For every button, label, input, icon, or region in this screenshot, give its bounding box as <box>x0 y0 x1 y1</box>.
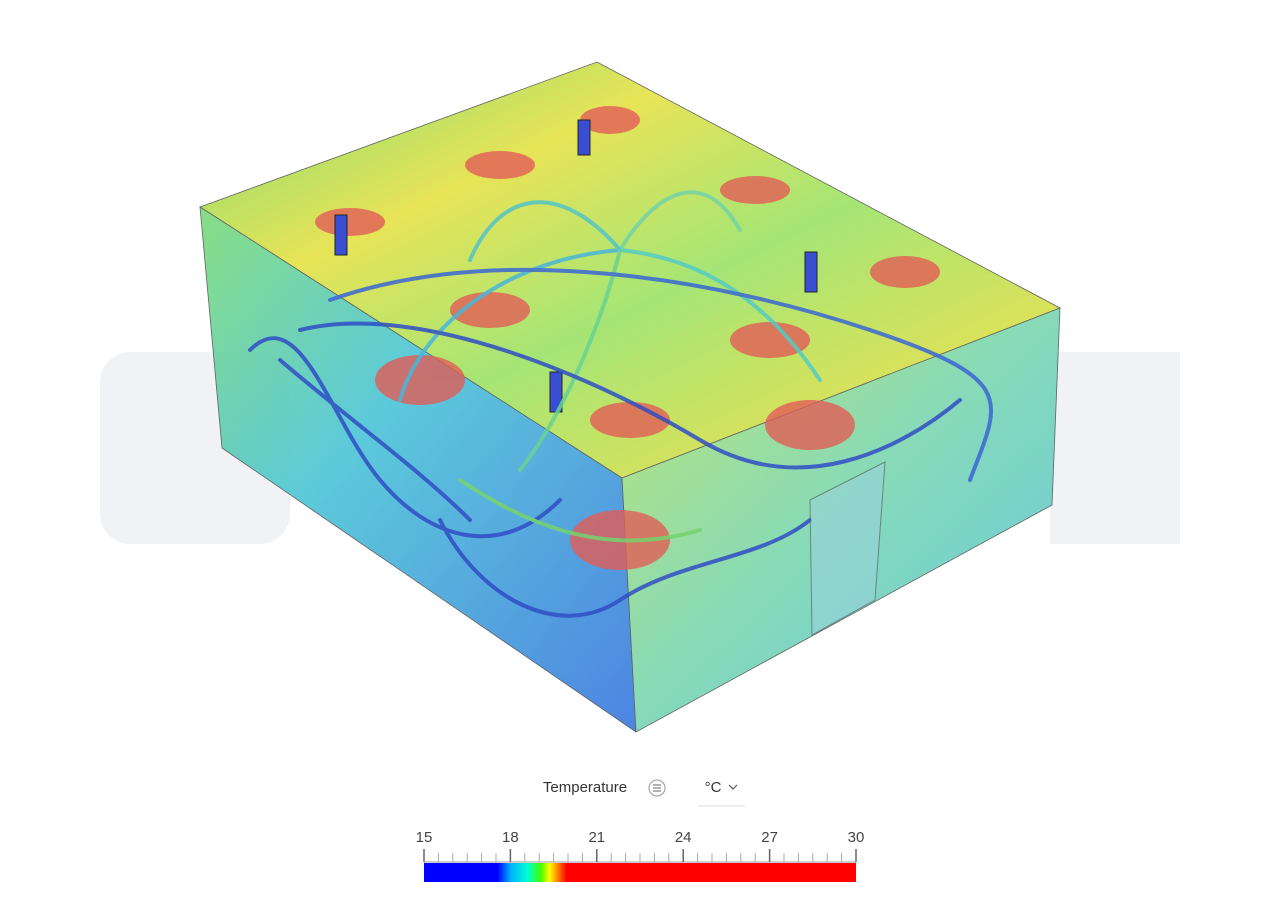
model <box>199 61 1061 733</box>
scale-ticks: 15 18 21 24 27 30 <box>416 829 865 862</box>
tick-label: 24 <box>675 829 692 846</box>
unit-dropdown[interactable]: °C <box>698 779 745 807</box>
tick-label: 15 <box>416 829 433 846</box>
legend-title: Temperature <box>543 779 627 796</box>
tick-label: 18 <box>502 829 519 846</box>
unit-label: °C <box>705 779 722 796</box>
tick-label: 21 <box>588 829 605 846</box>
info-button[interactable] <box>648 779 666 797</box>
color-bar <box>424 863 856 882</box>
tick-label: 27 <box>761 829 778 846</box>
tick-label: 30 <box>848 829 865 846</box>
legend: Temperature °C 15 18 21 24 27 30 <box>416 779 865 882</box>
